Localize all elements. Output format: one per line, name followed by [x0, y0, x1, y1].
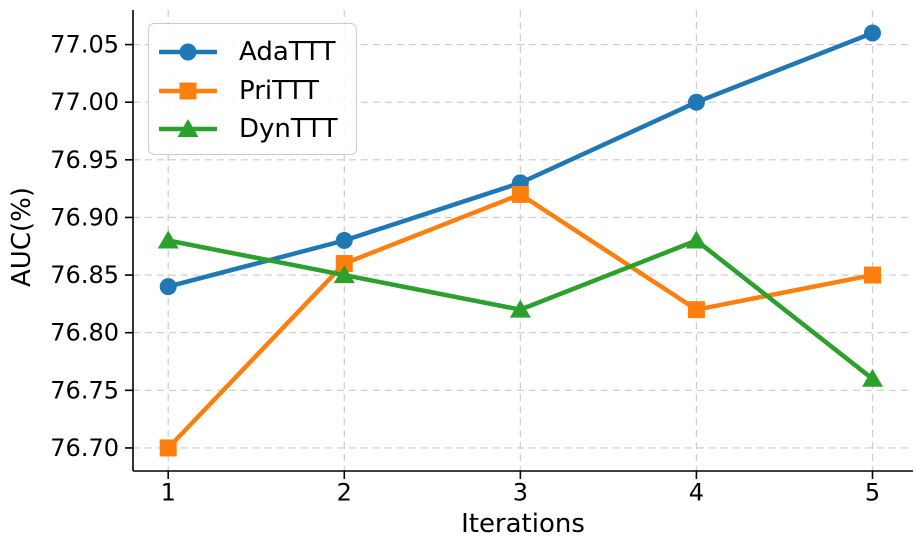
y-tick-label: 76.80 [50, 319, 119, 347]
square-marker-icon [511, 185, 529, 203]
legend-item-adattt: AdaTTT [159, 39, 356, 65]
triangle-marker-icon [333, 265, 355, 284]
circle-marker-icon [687, 93, 705, 111]
circle-marker-icon [864, 24, 882, 42]
legend-sample-line [159, 82, 217, 99]
y-tick-label: 76.70 [50, 434, 119, 462]
legend-item-dynttt: DynTTT [159, 116, 356, 142]
x-tick-label: 5 [865, 479, 880, 507]
triangle-marker-icon [862, 368, 884, 387]
square-marker-icon [335, 255, 353, 273]
triangle-marker-icon [685, 230, 707, 249]
triangle-marker-icon [177, 118, 199, 137]
x-tick-label: 1 [161, 479, 176, 507]
x-tick-label: 2 [337, 479, 352, 507]
y-tick-label: 77.05 [50, 31, 119, 59]
square-marker-icon [864, 266, 882, 284]
x-axis-label: Iterations [461, 509, 585, 539]
circle-marker-icon [159, 278, 177, 296]
y-tick-label: 76.95 [50, 146, 119, 174]
y-axis-label: AUC(%) [7, 187, 37, 287]
legend-item-prittt: PriTTT [159, 78, 356, 104]
y-tick-label: 76.75 [50, 376, 119, 404]
legend-sample-line [159, 43, 217, 61]
legend-label: PriTTT [239, 75, 319, 106]
x-tick-label: 4 [689, 479, 704, 507]
y-tick-label: 77.00 [50, 88, 119, 116]
square-marker-icon [687, 301, 705, 319]
y-tick-label: 76.85 [50, 261, 119, 289]
legend-label: AdaTTT [239, 37, 336, 68]
circle-marker-icon [335, 232, 353, 249]
triangle-marker-icon [509, 299, 531, 318]
triangle-marker-icon [157, 230, 179, 249]
square-marker-icon [179, 82, 197, 99]
legend-sample-line [159, 118, 217, 137]
square-marker-icon [159, 439, 177, 457]
y-tick-label: 76.90 [50, 203, 119, 231]
x-tick-label: 3 [513, 479, 528, 507]
legend: AdaTTT PriTTT DynTTT [148, 23, 357, 155]
circle-marker-icon [179, 43, 197, 61]
legend-label: DynTTT [239, 113, 338, 144]
